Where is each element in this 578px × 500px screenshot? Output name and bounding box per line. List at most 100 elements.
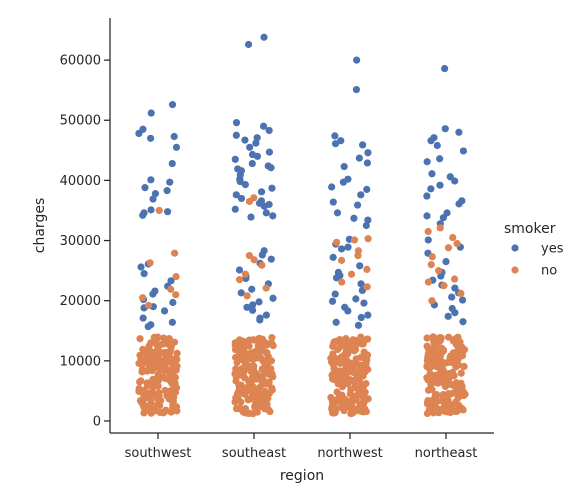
yes-smoker-point	[441, 64, 449, 73]
no-smoker-point	[441, 382, 450, 391]
yes-smoker-point	[441, 125, 449, 133]
no-smoker-point	[257, 398, 265, 406]
yes-smoker-point	[163, 187, 171, 195]
y-tick-label: 50000	[60, 114, 101, 129]
no-smoker-point	[165, 335, 173, 343]
no-smoker-point	[336, 336, 344, 344]
yes-smoker-point	[160, 307, 169, 315]
yes-smoker-point	[231, 205, 239, 213]
no-smoker-point	[150, 333, 158, 341]
no-smoker-point	[436, 337, 444, 345]
no-smoker-point	[241, 360, 250, 368]
yes-smoker-point	[424, 236, 432, 244]
no-smoker-point	[423, 409, 432, 418]
yes-smoker-point	[237, 194, 246, 203]
yes-smoker-point	[357, 191, 365, 199]
no-smoker-point	[144, 301, 153, 310]
no-smoker-point	[360, 382, 368, 390]
yes-smoker-point	[258, 251, 266, 259]
yes-smoker-point	[149, 195, 157, 203]
yes-smoker-point	[259, 122, 268, 130]
legend-marker-yes	[511, 244, 519, 252]
no-smoker-point	[335, 374, 344, 383]
yes-smoker-point	[364, 311, 372, 319]
yes-smoker-point	[172, 143, 181, 151]
no-smoker-point	[454, 333, 462, 341]
no-smoker-point	[172, 362, 181, 370]
no-smoker-point	[262, 284, 270, 292]
yes-smoker-point	[241, 181, 249, 189]
yes-smoker-point	[428, 170, 436, 178]
no-smoker-point	[155, 389, 163, 397]
yes-smoker-point	[166, 178, 174, 186]
yes-smoker-point	[237, 289, 245, 297]
yes-smoker-point	[364, 216, 372, 224]
yes-smoker-point	[147, 109, 155, 117]
yes-smoker-point	[331, 140, 340, 148]
no-smoker-point	[434, 397, 442, 405]
no-smoker-point	[435, 267, 443, 275]
no-smoker-point	[145, 361, 153, 369]
yes-smoker-point	[168, 159, 176, 168]
no-smoker-point	[347, 270, 356, 278]
no-smoker-point	[157, 348, 165, 357]
yes-smoker-point	[247, 213, 255, 221]
yes-smoker-point	[248, 159, 256, 168]
yes-smoker-point	[354, 321, 363, 329]
yes-smoker-point	[451, 177, 459, 185]
yes-smoker-point	[249, 301, 257, 309]
no-smoker-point	[154, 401, 162, 409]
points-layer	[135, 33, 469, 418]
yes-smoker-point	[151, 190, 160, 198]
no-smoker-point	[361, 368, 369, 376]
yes-smoker-point	[140, 270, 148, 278]
yes-smoker-point	[451, 309, 459, 317]
y-tick-label: 30000	[60, 234, 101, 249]
x-axis-label: region	[280, 468, 324, 484]
no-smoker-point	[267, 365, 275, 373]
no-smoker-point	[146, 259, 154, 267]
no-smoker-point	[172, 291, 180, 299]
yes-smoker-point	[244, 40, 253, 49]
yes-smoker-point	[137, 263, 145, 271]
no-smoker-point	[135, 386, 143, 394]
no-smoker-point	[436, 224, 444, 232]
no-smoker-point	[350, 236, 359, 244]
no-smoker-point	[363, 335, 371, 343]
yes-smoker-point	[357, 280, 365, 288]
no-smoker-point	[235, 341, 243, 349]
no-smoker-point	[167, 285, 175, 293]
no-smoker-point	[329, 350, 337, 358]
yes-smoker-point	[353, 201, 362, 209]
no-smoker-point	[153, 380, 161, 388]
no-smoker-point	[245, 342, 253, 350]
x-axis-ticks: southwest southeast northwest northeast	[125, 433, 477, 461]
no-smoker-point	[165, 392, 173, 400]
no-smoker-point	[354, 388, 363, 397]
no-smoker-point	[161, 374, 169, 382]
legend-label-yes: yes	[541, 242, 564, 257]
yes-smoker-point	[437, 272, 445, 280]
yes-smoker-point	[451, 284, 459, 292]
y-tick-label: 0	[93, 414, 101, 429]
yes-smoker-point	[265, 126, 273, 135]
no-smoker-point	[444, 244, 453, 252]
no-smoker-point	[137, 377, 145, 385]
no-smoker-point	[253, 408, 261, 416]
legend-title: smoker	[504, 221, 556, 237]
yes-smoker-point	[248, 306, 257, 314]
no-smoker-point	[237, 398, 245, 406]
yes-smoker-point	[363, 159, 371, 167]
yes-smoker-point	[260, 202, 268, 210]
no-smoker-point	[265, 378, 273, 386]
no-smoker-point	[264, 406, 273, 414]
no-smoker-point	[170, 338, 179, 346]
yes-smoker-point	[357, 313, 365, 322]
no-smoker-point	[358, 340, 366, 348]
no-smoker-point	[162, 406, 170, 414]
no-smoker-point	[339, 359, 347, 367]
no-smoker-point	[244, 395, 252, 403]
no-smoker-point	[453, 239, 461, 248]
yes-smoker-point	[268, 184, 276, 192]
